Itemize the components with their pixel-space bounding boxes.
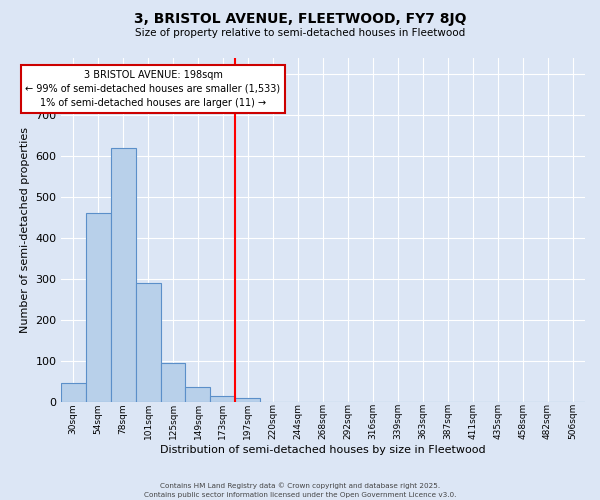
Y-axis label: Number of semi-detached properties: Number of semi-detached properties: [20, 126, 30, 332]
Bar: [185, 388, 211, 402]
Bar: [161, 363, 185, 402]
Bar: [136, 283, 161, 402]
Text: 3, BRISTOL AVENUE, FLEETWOOD, FY7 8JQ: 3, BRISTOL AVENUE, FLEETWOOD, FY7 8JQ: [134, 12, 466, 26]
Bar: [110, 148, 136, 402]
Text: Contains public sector information licensed under the Open Government Licence v3: Contains public sector information licen…: [144, 492, 456, 498]
Text: 3 BRISTOL AVENUE: 198sqm
← 99% of semi-detached houses are smaller (1,533)
1% of: 3 BRISTOL AVENUE: 198sqm ← 99% of semi-d…: [25, 70, 281, 108]
Text: Contains HM Land Registry data © Crown copyright and database right 2025.: Contains HM Land Registry data © Crown c…: [160, 482, 440, 489]
Text: Size of property relative to semi-detached houses in Fleetwood: Size of property relative to semi-detach…: [135, 28, 465, 38]
X-axis label: Distribution of semi-detached houses by size in Fleetwood: Distribution of semi-detached houses by …: [160, 445, 485, 455]
Bar: [61, 383, 86, 402]
Bar: [235, 398, 260, 402]
Bar: [211, 396, 235, 402]
Bar: [86, 213, 110, 402]
